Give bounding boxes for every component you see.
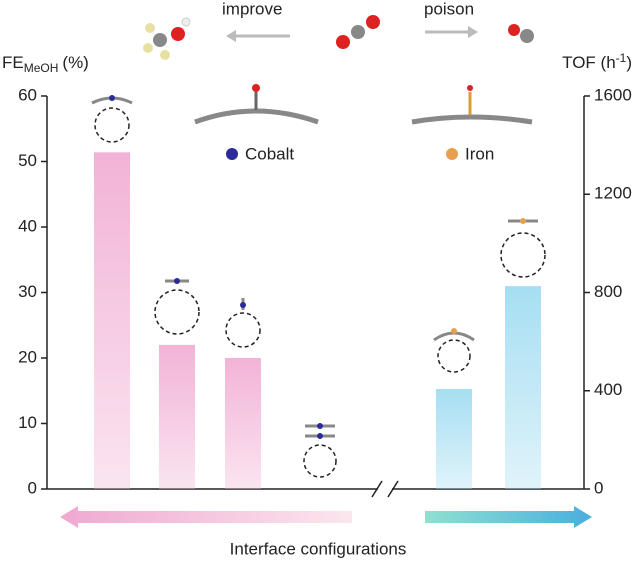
annotation: improve <box>222 0 282 18</box>
y2-tick-label: 800 <box>594 282 622 301</box>
y2-label-end: ) <box>626 53 632 72</box>
y2-tick-label: 0 <box>594 478 603 497</box>
y2-tick-label: 1600 <box>594 85 632 104</box>
x-axis-label: Interface configurations <box>230 539 407 558</box>
bar <box>225 358 261 489</box>
bar <box>159 344 195 489</box>
y2-axis-label: TOF (h-1) <box>562 51 632 72</box>
annotation: poison <box>424 0 474 18</box>
y2-label-sup: -1 <box>616 51 627 65</box>
y2-label-main: TOF (h <box>562 53 616 72</box>
bar <box>94 152 130 489</box>
y2-tick-label: 400 <box>594 380 622 399</box>
bar <box>436 389 472 489</box>
legend-label: Iron <box>465 144 494 163</box>
axis-break <box>371 480 383 498</box>
axis-break <box>387 480 399 498</box>
y-label-unit: (%) <box>62 53 88 72</box>
y-tick-label: 0 <box>28 478 37 497</box>
y-tick-label: 60 <box>18 85 37 104</box>
y-tick-label: 20 <box>18 347 37 366</box>
y-tick-label: 50 <box>18 151 37 170</box>
y-axis-label: FEMeOH (%) <box>2 53 89 75</box>
bar <box>505 286 541 489</box>
y-tick-label: 30 <box>18 282 37 301</box>
y-label-main: FE <box>2 53 24 72</box>
y-tick-label: 40 <box>18 216 37 235</box>
configuration-sketch <box>91 95 546 478</box>
direction-arrow <box>425 506 592 528</box>
y2-tick-label: 1200 <box>594 184 632 203</box>
direction-arrow <box>60 506 352 528</box>
legend-label: Cobalt <box>245 144 294 163</box>
y-label-sub: MeOH <box>24 61 59 75</box>
y-tick-label: 10 <box>18 413 37 432</box>
reaction-scheme <box>143 15 534 160</box>
